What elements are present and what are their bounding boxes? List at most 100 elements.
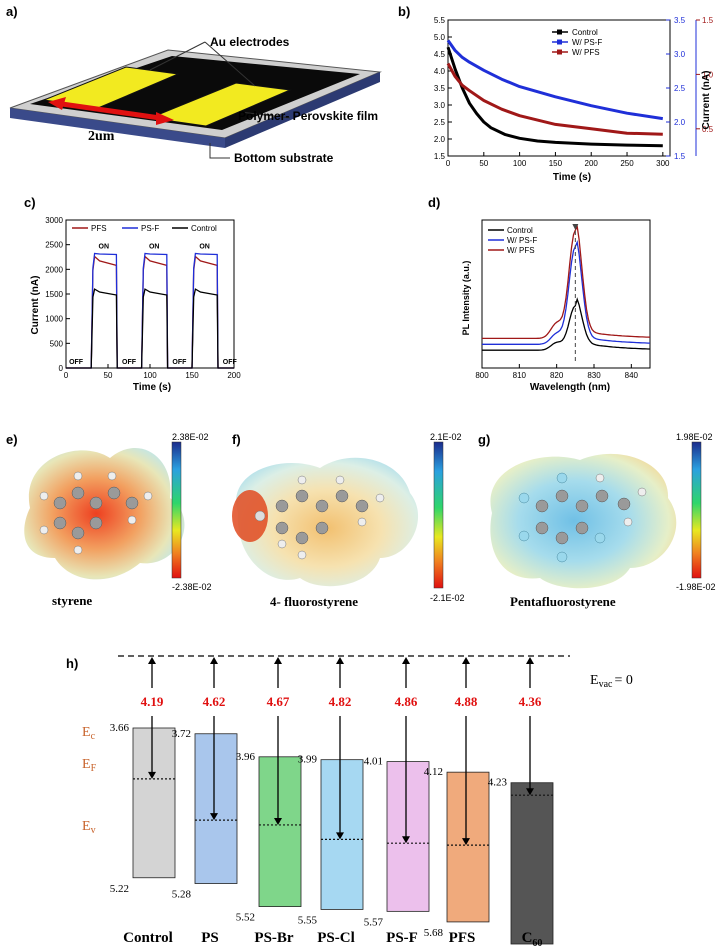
- category-label-c60: C60: [522, 930, 543, 948]
- chart-c-legend-label: Control: [191, 224, 217, 233]
- chart-d-x-tick-label: 840: [625, 371, 639, 380]
- esp-maps: styrene 2.38E-02 -2.38E-02 4- fluorostyr…: [24, 432, 716, 609]
- chart-c-legend-label: PS-F: [141, 224, 159, 233]
- ev-value-label: 5.57: [364, 916, 384, 928]
- ev-value-label: 5.28: [172, 889, 192, 901]
- chart-b-left-tick-label: 2.0: [434, 135, 446, 144]
- chart-b-series-control: [446, 46, 663, 148]
- chart-b-left-tick-label: 2.5: [434, 118, 446, 127]
- chart-d-ylabel: PL Intensity (a.u.): [461, 261, 471, 336]
- ef-level-label: EF: [82, 757, 97, 774]
- film-label: Polymer- Perovskite film: [238, 109, 378, 123]
- styrene-colorbar: [171, 441, 182, 579]
- chart-d-x-tick-label: 830: [587, 371, 601, 380]
- wf-arrow-up-head: [402, 657, 410, 664]
- chart-c-off-label: OFF: [122, 359, 137, 366]
- ec-value-label: 3.96: [236, 751, 256, 763]
- ec-value-label: 3.66: [110, 722, 130, 734]
- ev-value-label: 5.55: [298, 914, 318, 926]
- electrode-right: [148, 82, 292, 127]
- wf-arrow-down-head: [148, 771, 156, 779]
- chart-b-x-tick-label: 100: [513, 159, 527, 168]
- chart-c-off-label: OFF: [223, 359, 238, 366]
- wf-arrow-down-head: [210, 813, 218, 821]
- wf-value-label: 4.88: [455, 694, 478, 709]
- chart-b-blue-tick-label: 3.5: [674, 16, 686, 25]
- chart-c-y-tick-label: 3000: [45, 216, 63, 225]
- band-bar-control: [132, 727, 176, 879]
- wf-arrow-down-head: [462, 838, 470, 846]
- chart-b-red-tick-label: 0.5: [702, 125, 714, 134]
- ev-value-label: 5.68: [424, 927, 444, 939]
- ev-value-label: 5.52: [236, 912, 255, 924]
- chart-b-blue-tick-label: 1.5: [674, 152, 686, 161]
- chart-c-series-psf: [66, 252, 234, 369]
- chart-d-x-tick-label: 820: [550, 371, 564, 380]
- chart-d-frame: [481, 219, 651, 369]
- pentafluorostyrene-esp-map: Pentafluorostyrene: [490, 453, 677, 609]
- wf-arrow-up-head: [336, 657, 344, 664]
- band-bar-c60: [510, 782, 554, 945]
- chart-d-series-control: [482, 297, 650, 351]
- category-label: Control: [123, 930, 173, 946]
- wf-value-label: 4.82: [329, 694, 352, 709]
- substrate-side: [225, 72, 380, 148]
- chart-b-ylabel-right: Current (nA): [701, 71, 712, 130]
- wf-arrow-up-head: [148, 657, 156, 664]
- chart-c-legend-label: PFS: [91, 224, 107, 233]
- chart-b-x-tick-label: 0: [446, 159, 451, 168]
- chart-c-on-label: ON: [99, 244, 110, 251]
- panel-label-g: g): [478, 432, 491, 447]
- gap-arrow-head-left: [48, 97, 66, 110]
- chart-b-x-tick-label: 150: [549, 159, 563, 168]
- ec-value-label: 4.23: [488, 777, 508, 789]
- ec-value-label: 4.01: [364, 756, 383, 768]
- chart-c-x-tick-label: 100: [143, 371, 157, 380]
- chart-c-series-pfs: [66, 255, 234, 369]
- wf-arrow-down-head: [402, 836, 410, 844]
- chart-d-legend-label: Control: [507, 226, 533, 235]
- panel-label-a: a): [6, 4, 18, 19]
- chart-d-series-wpsf: [482, 240, 650, 345]
- chart-b-x-tick-label: 300: [656, 159, 670, 168]
- gap-arrow-head-right: [156, 112, 174, 125]
- fluorostyrene-colorbar: [433, 441, 444, 589]
- wf-value-label: 4.62: [203, 694, 226, 709]
- chart-b-red-tick-label: 1.5: [702, 16, 714, 25]
- fluorostyrene-min: -2.1E-02: [430, 593, 465, 603]
- band-bar-ps-br: [258, 756, 302, 907]
- chart-b-blue-tick-label: 3.0: [674, 50, 686, 59]
- ec-value-label: 3.99: [298, 754, 318, 766]
- chart-c-y-tick-label: 0: [59, 364, 64, 373]
- wf-arrow-down-head: [274, 817, 282, 825]
- chart-c-switching: 0 500 1000 1500 2000 2500 3000 0 50 100 150 200 ON…: [30, 216, 241, 393]
- panel-label-e: e): [6, 432, 18, 447]
- chart-h-band-diagram: Evac = 0 Ec EF Ev 4.19 3.66 5.22 Control 4.62…: [82, 655, 633, 948]
- chart-c-series-control: [66, 288, 234, 369]
- chart-b-left-tick-label: 1.5: [434, 152, 446, 161]
- ev-level-label: Ev: [82, 819, 96, 836]
- chart-b-left-tick-label: 5.5: [434, 16, 446, 25]
- pentafluorostyrene-colorbar: [691, 441, 702, 579]
- wf-value-label: 4.67: [267, 694, 290, 709]
- leader-substrate: [209, 143, 230, 159]
- ec-value-label: 3.72: [172, 728, 191, 740]
- chart-c-off-label: OFF: [172, 359, 187, 366]
- styrene-max: 2.38E-02: [172, 432, 209, 442]
- wf-arrow-down-head: [526, 788, 534, 796]
- chart-d-xlabel: Wavelength (nm): [530, 382, 610, 393]
- leader-electrode-right: [204, 41, 256, 87]
- fluorostyrene-name: 4- fluorostyrene: [270, 594, 358, 609]
- chart-b-left-tick-label: 3.0: [434, 101, 446, 110]
- styrene-name: styrene: [52, 593, 92, 608]
- chart-b-x-tick-label: 50: [479, 159, 488, 168]
- gap-label: 2um: [88, 129, 115, 144]
- panel-label-b: b): [398, 4, 411, 19]
- chart-b-legend-marker: [557, 49, 562, 55]
- chart-c-x-tick-label: 50: [104, 371, 113, 380]
- ev-value-label: 5.22: [110, 883, 129, 895]
- chart-d-x-tick-label: 810: [513, 371, 527, 380]
- wf-arrow-up-head: [210, 657, 218, 664]
- panel-label-c: c): [24, 195, 36, 210]
